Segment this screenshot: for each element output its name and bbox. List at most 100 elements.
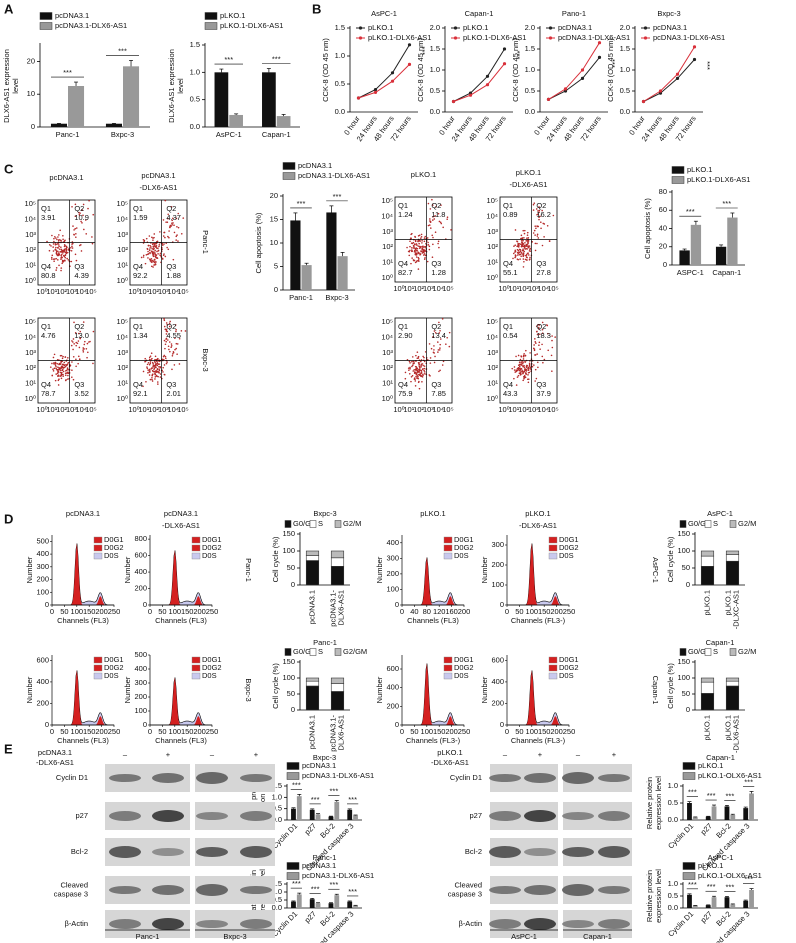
event-dot: [152, 237, 154, 239]
x-tick-label: DLX6-AS1: [336, 590, 345, 625]
event-dot: [58, 264, 60, 267]
y-tick-label: 600: [386, 664, 399, 673]
x-tick-label: pcDNA3.1-: [328, 715, 337, 752]
bar-segment: [305, 685, 320, 711]
legend-swatch: [334, 520, 342, 528]
bar: [727, 217, 738, 265]
event-dot: [533, 364, 535, 366]
event-dot: [57, 259, 59, 261]
event-dot: [65, 251, 68, 254]
event-dot: [56, 246, 59, 249]
legend-swatch: [548, 656, 558, 664]
event-dot: [518, 243, 521, 245]
x-tick-label: pLKO.1: [723, 590, 732, 615]
x-axis-label: Channels (FL3-): [406, 736, 461, 745]
bar: [291, 808, 296, 820]
event-dot: [420, 233, 423, 236]
y-tick-label: 0.5: [272, 804, 282, 813]
chart-title: Capan-1: [706, 638, 735, 647]
bar: [679, 250, 690, 265]
legend-label: D0S: [104, 551, 119, 560]
quadrant-value: 16.2: [536, 210, 551, 219]
event-dot: [153, 242, 156, 245]
event-dot: [78, 346, 81, 349]
quadrant-name: Q4: [133, 262, 143, 271]
legend-label: pcDNA3.1-DLX6-AS1: [653, 33, 725, 42]
y-tick-label: 10⁴: [24, 332, 36, 341]
x-tick-label: 10⁵: [547, 284, 558, 293]
blot-band: [524, 773, 556, 783]
blot-band: [524, 885, 556, 895]
event-dot: [58, 245, 60, 248]
event-dot: [420, 375, 422, 378]
blot-band: [489, 811, 521, 821]
x-tick-label: 50: [158, 727, 166, 736]
blot-band: [196, 812, 228, 820]
event-dot: [161, 248, 163, 250]
event-dot: [163, 231, 166, 234]
event-dot: [535, 227, 537, 230]
x-tick-label: 10³: [158, 287, 169, 296]
x-tick-label: 10³: [66, 405, 77, 414]
bar-segment: [700, 555, 715, 567]
event-dot: [55, 373, 58, 375]
event-dot: [62, 234, 64, 237]
x-tick-label: 10²: [413, 284, 424, 293]
event-dot: [60, 248, 63, 251]
significance-label: ***: [292, 780, 301, 789]
event-dot: [438, 332, 441, 334]
event-dot: [154, 355, 157, 358]
event-dot: [182, 217, 185, 219]
event-dot: [409, 366, 411, 369]
event-dot: [64, 245, 66, 247]
event-dot: [527, 245, 530, 247]
x-tick-label: 100: [71, 607, 84, 616]
event-dot: [427, 224, 430, 227]
quadrant-name: Q3: [536, 380, 546, 389]
y-tick-label: 1.5: [430, 44, 440, 53]
quadrant-value: 1.24: [398, 210, 413, 219]
event-dot: [56, 362, 59, 365]
event-dot: [537, 237, 540, 239]
bar-segment: [725, 550, 740, 555]
legend-label: pLKO.1: [698, 861, 723, 870]
event-dot: [411, 365, 413, 368]
event-dot: [434, 332, 437, 334]
event-dot: [145, 381, 147, 383]
event-dot: [161, 358, 164, 361]
event-dot: [414, 243, 416, 246]
event-dot: [159, 231, 161, 233]
row-label: Capan-1: [651, 676, 660, 705]
event-dot: [164, 355, 167, 358]
event-dot: [411, 242, 414, 245]
y-axis-label: Number: [25, 556, 34, 583]
event-dot: [67, 378, 69, 380]
histogram-g2: [194, 716, 203, 725]
event-dot: [420, 235, 423, 238]
y-tick-label: 600: [134, 551, 147, 560]
event-dot: [75, 259, 78, 262]
event-dot: [162, 219, 165, 221]
event-dot: [433, 361, 436, 364]
bar-segment: [330, 550, 345, 559]
event-dot: [543, 358, 546, 361]
event-dot: [85, 233, 88, 235]
y-tick-label: 10²: [382, 363, 393, 372]
event-dot: [519, 358, 522, 361]
event-dot: [161, 258, 164, 260]
event-dot: [423, 356, 425, 359]
lane-sign: –: [576, 750, 581, 759]
y-tick-label: 0: [291, 580, 295, 589]
event-dot: [440, 222, 443, 225]
blot-band: [109, 774, 141, 782]
event-dot: [154, 263, 157, 265]
event-dot: [158, 245, 160, 248]
event-dot: [60, 365, 63, 368]
event-dot: [175, 330, 177, 333]
bar-segment: [725, 554, 740, 562]
x-tick-label: Bxpc-3: [325, 293, 348, 302]
event-dot: [524, 361, 526, 363]
event-dot: [536, 333, 539, 336]
event-dot: [517, 368, 520, 371]
event-dot: [527, 246, 530, 249]
